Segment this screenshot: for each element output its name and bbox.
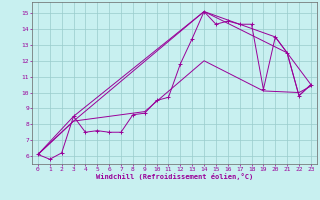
X-axis label: Windchill (Refroidissement éolien,°C): Windchill (Refroidissement éolien,°C) xyxy=(96,173,253,180)
